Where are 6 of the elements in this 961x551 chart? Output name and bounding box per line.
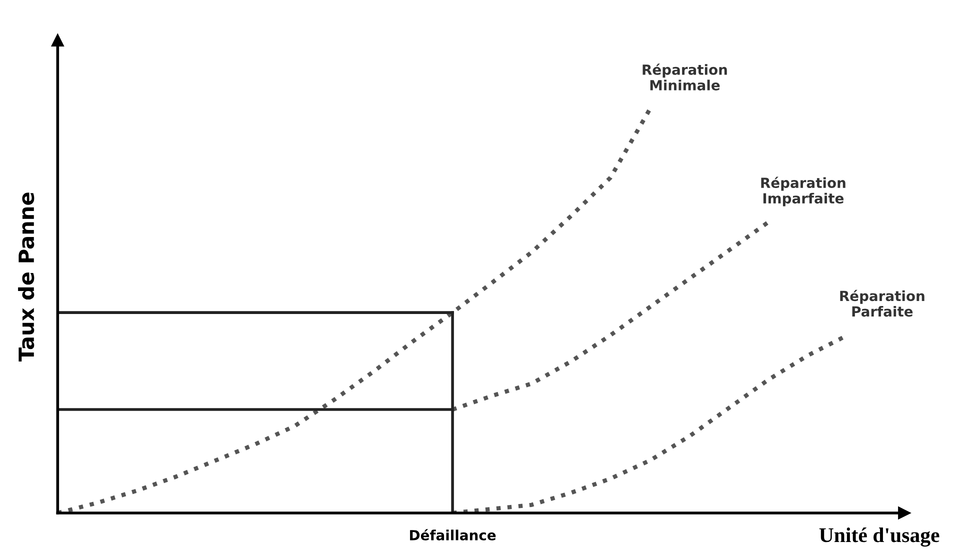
x-axis-title: Unité d'usage: [819, 528, 940, 547]
series-label: Réparation Minimale: [642, 64, 727, 90]
series-label: Réparation Parfaite: [840, 290, 924, 317]
text: Défaillance: [410, 529, 496, 540]
y-axis-title: Taux de Panne: [18, 192, 34, 362]
series-label: Réparation Imparfaite: [761, 176, 846, 206]
